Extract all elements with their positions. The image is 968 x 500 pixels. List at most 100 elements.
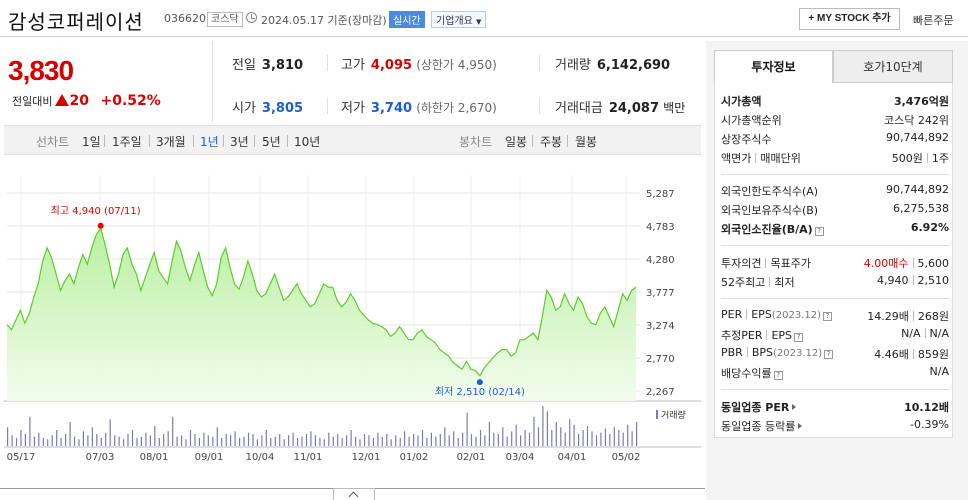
help-icon[interactable]: ? <box>824 350 834 359</box>
volume-bar <box>368 435 370 446</box>
volume-bar <box>24 434 26 446</box>
volume-bar <box>225 434 227 446</box>
period-10y[interactable]: 10년 <box>294 135 321 149</box>
stat-label: 거래대금 <box>555 101 603 116</box>
row-pbr-bps: PBR BPS(2023.12)? 4.46배 859원 <box>721 346 949 363</box>
stat-value: 3,805 <box>261 101 304 116</box>
company-overview-dropdown[interactable]: 기업개요 ▼ <box>431 11 487 28</box>
candle-weekly[interactable]: 주봉 <box>540 135 563 149</box>
divider <box>539 55 540 71</box>
help-icon[interactable]: ? <box>773 371 783 380</box>
stat-low: 저가 3,740 (하한가 2,670) <box>341 97 497 116</box>
realtime-badge[interactable]: 실시간 <box>389 11 425 28</box>
volume-bar <box>560 427 562 446</box>
stat-value: 3,810 <box>261 58 304 73</box>
y-tick-label: 2,267 <box>646 387 675 398</box>
info-value: 268원 <box>917 310 949 323</box>
volume-label: 거래량 <box>661 409 686 421</box>
help-icon[interactable]: ? <box>822 312 832 321</box>
volume-bar <box>239 438 241 446</box>
volume-bar <box>301 436 303 446</box>
info-label: 외국인소진율(B/A) <box>721 223 813 236</box>
info-value: N/A <box>929 327 949 340</box>
volume-bar <box>520 435 522 446</box>
volume-bar <box>470 434 473 446</box>
quick-order-link[interactable]: 빠른주문 <box>913 14 954 27</box>
candle-chart-toggle[interactable]: 봉차트 <box>459 135 493 149</box>
tab-investment-info[interactable]: 투자정보 <box>714 50 833 83</box>
help-icon[interactable]: ? <box>814 227 824 236</box>
volume-bar <box>78 439 80 446</box>
divider <box>746 309 748 319</box>
volume-bar <box>131 430 134 446</box>
divider <box>912 311 914 321</box>
x-tick-label: 03/04 <box>506 452 535 463</box>
info-label: BPS <box>751 346 773 359</box>
stat-turnover: 거래대금 24,087 백만 <box>555 97 685 116</box>
divider <box>327 98 328 114</box>
info-label: 최저 <box>774 276 795 289</box>
period-3m[interactable]: 3개월 <box>156 135 186 149</box>
price-chart[interactable]: 5,287 4,783 4,280 3,777 3,274 2,770 2,267 05/1… <box>4 155 701 500</box>
price-line <box>6 226 637 377</box>
period-3y[interactable]: 3년 <box>230 135 249 149</box>
info-label: PER <box>721 308 743 321</box>
volume-bar <box>466 412 468 446</box>
volume-bar <box>163 434 165 446</box>
investment-info-box: 시가총액 3,476억원 시가총액순위 코스닥 242위 상장주식수 90,74… <box>714 83 953 438</box>
volume-bar <box>38 432 40 446</box>
volume-bar <box>484 435 486 446</box>
info-value: 6.92% <box>910 221 949 234</box>
candle-monthly[interactable]: 월봉 <box>575 135 598 149</box>
volume-bar <box>627 424 629 446</box>
volume-bar <box>87 435 89 446</box>
divider <box>769 277 771 287</box>
current-price: 3,830 <box>8 55 74 86</box>
period-1y[interactable]: 1년 <box>200 135 219 149</box>
info-value: 3,476억원 <box>893 95 949 108</box>
volume-bar <box>82 431 84 446</box>
info-value: 6,275,538 <box>893 202 949 215</box>
line-chart-toggle[interactable]: 선차트 <box>36 135 70 149</box>
volume-bar <box>189 430 192 446</box>
volume-bar <box>51 435 53 446</box>
volume-bar <box>323 439 325 446</box>
volume-bar <box>47 439 49 446</box>
volume-bar <box>600 432 602 446</box>
change-rate: +0.52% <box>100 93 161 109</box>
info-label[interactable]: 동일업종 PER <box>721 401 790 414</box>
divider <box>721 245 949 246</box>
info-label: 시가총액순위 <box>721 114 782 127</box>
volume-bar <box>256 439 258 446</box>
period-1d[interactable]: 1일 <box>82 135 101 149</box>
period-5y[interactable]: 5년 <box>262 135 281 149</box>
volume-bar <box>265 430 267 446</box>
divider <box>924 328 926 338</box>
volume-bar <box>439 434 441 446</box>
period-1w[interactable]: 1주일 <box>112 135 142 149</box>
x-tick-label: 09/01 <box>195 452 224 463</box>
divider <box>746 347 748 357</box>
volume-bar <box>386 434 388 446</box>
add-my-stock-button[interactable]: + MY STOCK 추가 <box>799 8 900 30</box>
help-icon[interactable]: ? <box>794 333 804 342</box>
info-period: (2023.12) <box>771 310 821 321</box>
info-value: 2,510 <box>917 274 950 287</box>
candle-daily[interactable]: 일봉 <box>505 135 528 149</box>
info-label[interactable]: 동일업종 등락률 <box>721 420 796 433</box>
turnover-unit: 백만 <box>663 101 686 115</box>
info-value: 4.00매수 <box>863 257 909 270</box>
volume-bar <box>631 431 633 446</box>
volume-bar <box>29 416 31 446</box>
volume-legend-icon <box>656 410 658 419</box>
current-price-box: 3,830 전일대비 20 +0.52% <box>4 41 212 125</box>
info-label: 배당수익률 <box>721 367 772 380</box>
chevron-right-icon <box>798 423 803 429</box>
collapse-chart-button[interactable] <box>333 488 375 500</box>
info-value: 14.29배 <box>867 310 909 323</box>
y-tick-label: 4,280 <box>646 255 675 266</box>
tab-order-book[interactable]: 호가10단계 <box>833 50 953 83</box>
volume-bar <box>105 432 107 446</box>
row-market-cap: 시가총액 3,476억원 <box>721 93 949 110</box>
volume-bar <box>288 435 290 446</box>
